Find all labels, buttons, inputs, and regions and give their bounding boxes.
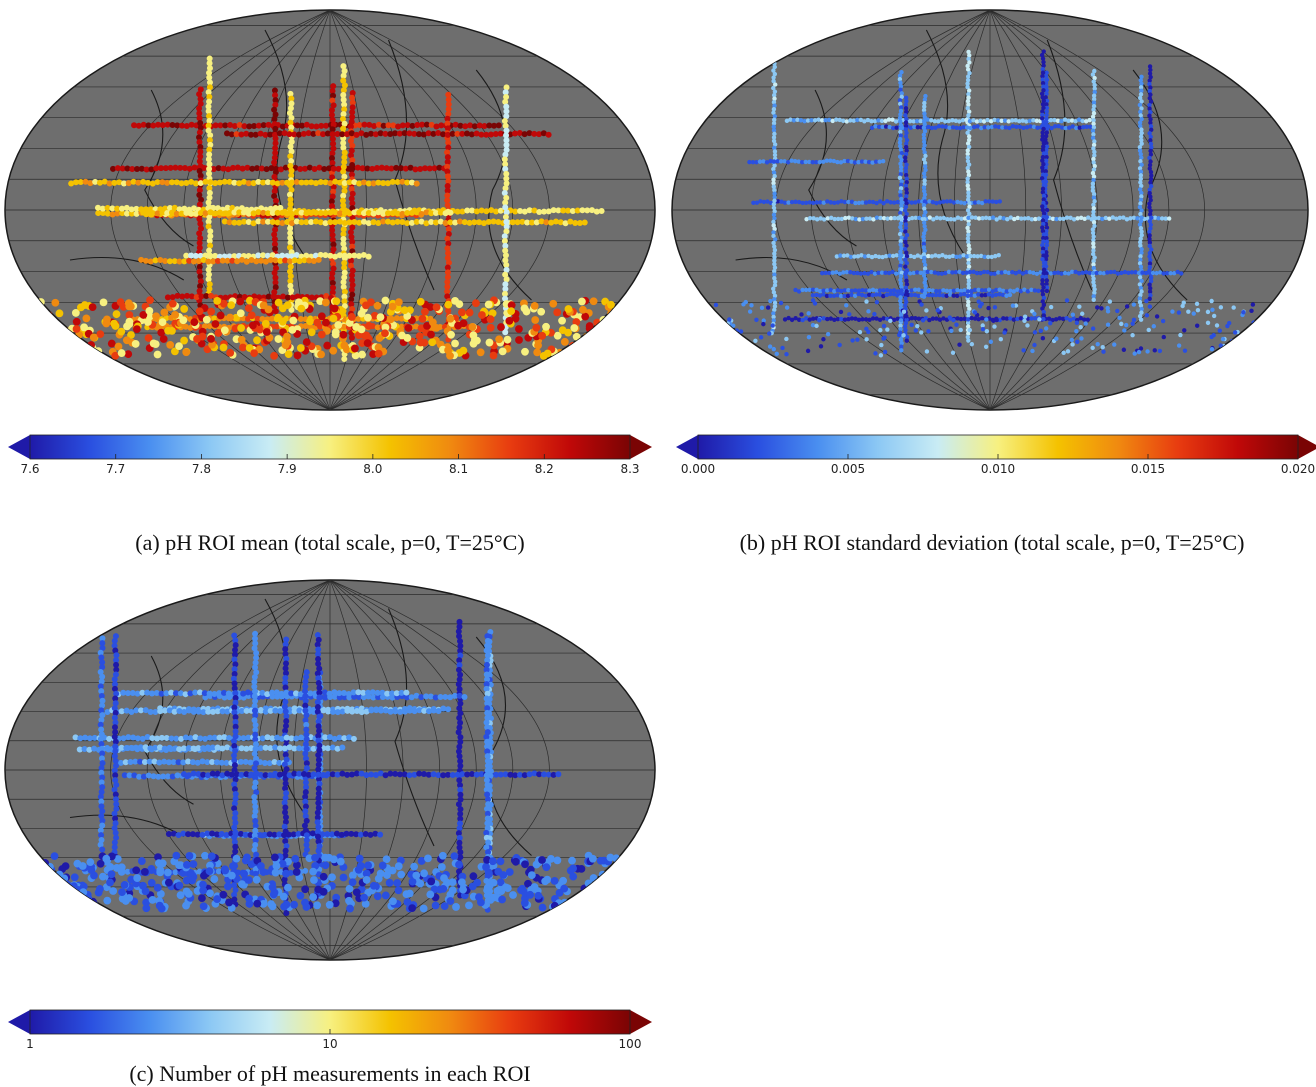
colorbar-gradient (30, 435, 630, 459)
colorbar-tick-label: 0.010 (981, 462, 1015, 476)
colorbar-tick-label: 0.020 (1281, 462, 1315, 476)
colorbar-extend-min (8, 1010, 30, 1034)
colorbar-extend-min (8, 435, 30, 459)
colorbar-tick-label: 0.005 (831, 462, 865, 476)
map-b (668, 0, 1316, 420)
panel-b: 0.000 0.005 0.010 0.015 0.020 (b) pH ROI sta… (668, 0, 1316, 590)
colorbar-tick-label: 7.9 (278, 462, 297, 476)
caption-a: (a) pH ROI mean (total scale, p=0, T=25°… (10, 530, 650, 556)
colorbar-tick-label: 10 (322, 1037, 337, 1051)
colorbar-tick-label: 7.6 (20, 462, 39, 476)
colorbar-extend-min (676, 435, 698, 459)
colorbar-tick-label: 1 (26, 1037, 34, 1051)
panel-a: 7.6 7.7 7.8 7.9 8.0 8.1 8.2 8.3 (a) pH ROI mean… (0, 0, 660, 590)
colorbar-tick-label: 8.0 (363, 462, 382, 476)
colorbar-tick-label: 8.2 (535, 462, 554, 476)
colorbar-tick-label: 100 (619, 1037, 642, 1051)
colorbar-a: 7.6 7.7 7.8 7.9 8.0 8.1 8.2 8.3 (0, 425, 660, 485)
colorbar-tick-label: 7.8 (192, 462, 211, 476)
colorbar-extend-max (630, 435, 652, 459)
caption-b: (b) pH ROI standard deviation (total sca… (668, 530, 1316, 556)
caption-c: (c) Number of pH measurements in each RO… (10, 1061, 650, 1087)
colorbar-tick-label: 8.1 (449, 462, 468, 476)
colorbar-tick-label: 7.7 (106, 462, 125, 476)
map-c (0, 575, 660, 995)
colorbar-tick-label: 0.000 (681, 462, 715, 476)
colorbar-c: 1 10 100 (0, 1000, 660, 1060)
colorbar-tick-label: 0.015 (1131, 462, 1165, 476)
colorbar-extend-max (1298, 435, 1316, 459)
colorbar-tick-label: 8.3 (620, 462, 639, 476)
colorbar-extend-max (630, 1010, 652, 1034)
map-a (0, 0, 660, 420)
colorbar-b: 0.000 0.005 0.010 0.015 0.020 (668, 425, 1316, 485)
